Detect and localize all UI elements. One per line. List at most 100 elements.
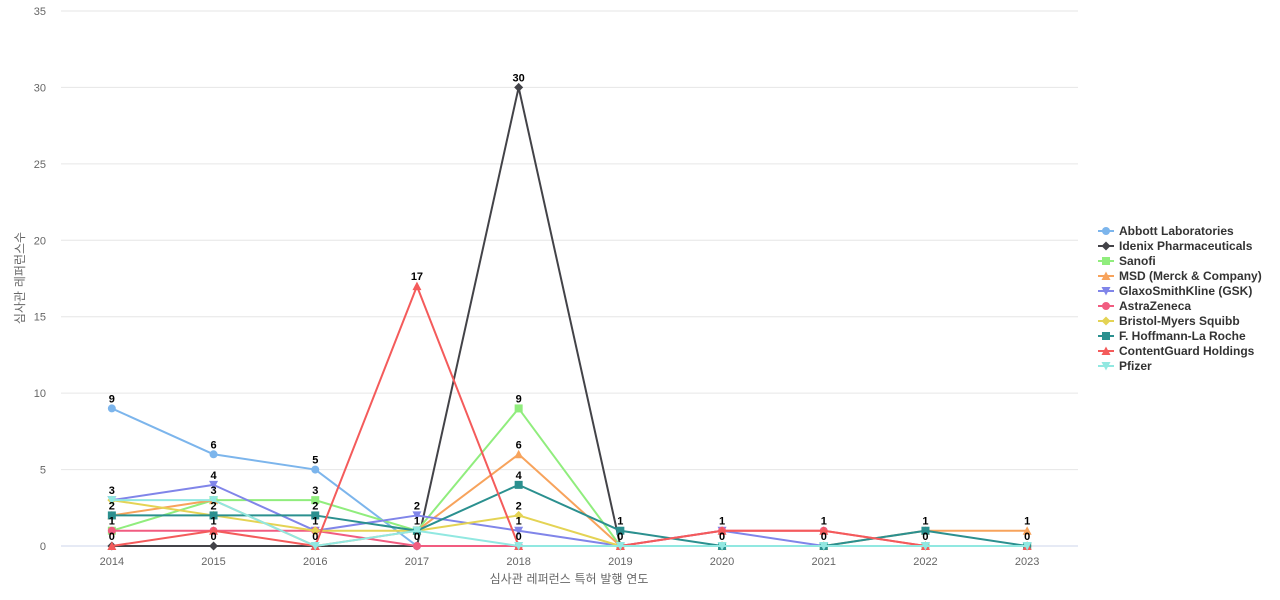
data-label: 2 <box>516 500 522 512</box>
legend-marker <box>1102 332 1110 340</box>
point-pfizer <box>920 542 930 551</box>
series-contentguard-holdings <box>107 281 1032 550</box>
point-contentguard-holdings <box>412 281 422 291</box>
data-label: 1 <box>617 516 623 528</box>
series-pfizer <box>107 496 1032 551</box>
legend-label: Idenix Pharmaceuticals <box>1119 239 1253 253</box>
legend-label: Bristol-Myers Squibb <box>1119 314 1240 328</box>
series-sanofi <box>107 404 1032 550</box>
data-label: 2 <box>109 500 115 512</box>
point-pfizer <box>514 542 524 551</box>
legend-marker <box>1102 302 1110 310</box>
data-label: 0 <box>210 531 216 543</box>
data-label: 1 <box>719 516 725 528</box>
legend-label: Sanofi <box>1119 254 1156 268</box>
legend-item-idenix-pharmaceuticals[interactable]: Idenix Pharmaceuticals <box>1098 239 1253 253</box>
x-tick-label: 2020 <box>710 556 734 568</box>
point-abbott-laboratories <box>311 465 320 474</box>
data-label: 4 <box>210 470 217 482</box>
y-tick-label: 30 <box>34 82 46 94</box>
data-label: 0 <box>1024 531 1030 543</box>
x-tick-label: 2021 <box>812 556 836 568</box>
x-tick-label: 2022 <box>913 556 937 568</box>
data-label: 1 <box>210 516 216 528</box>
gridlines <box>61 10 1078 547</box>
data-label: 1 <box>922 516 928 528</box>
point-pfizer <box>412 526 422 536</box>
x-tick-label: 2017 <box>405 556 429 568</box>
point-idenix-pharmaceuticals <box>209 541 219 551</box>
legend-item-bristol-myers-squibb[interactable]: Bristol-Myers Squibb <box>1098 314 1240 328</box>
legend-item-msd-merck-company[interactable]: MSD (Merck & Company) <box>1098 269 1262 283</box>
x-tick-label: 2018 <box>506 556 530 568</box>
data-label: 0 <box>312 531 318 543</box>
data-label: 6 <box>210 439 216 451</box>
legend-label: MSD (Merck & Company) <box>1119 269 1262 283</box>
point-abbott-laboratories <box>209 450 218 459</box>
legend-label: GlaxoSmithKline (GSK) <box>1119 284 1252 298</box>
data-label: 9 <box>109 393 115 405</box>
series-bristol-myers-squibb <box>107 495 1032 551</box>
point-f-hoffmann-la-roche <box>311 511 320 520</box>
legend-label: F. Hoffmann-La Roche <box>1119 329 1246 343</box>
x-tick-label: 2015 <box>201 556 225 568</box>
legend-marker <box>1101 316 1111 326</box>
legend-label: AstraZeneca <box>1119 299 1191 313</box>
data-label: 5 <box>312 455 318 467</box>
data-label: 30 <box>513 72 525 84</box>
data-label: 3 <box>109 485 115 497</box>
legend-label: ContentGuard Holdings <box>1119 344 1255 358</box>
legend-item-sanofi[interactable]: Sanofi <box>1098 254 1156 268</box>
point-f-hoffmann-la-roche <box>616 526 625 535</box>
point-glaxosmithkline-gsk <box>514 526 524 536</box>
data-label: 0 <box>516 531 522 543</box>
point-pfizer <box>819 542 829 551</box>
y-tick-label: 10 <box>34 388 46 400</box>
y-tick-label: 5 <box>40 465 46 477</box>
series-line-pfizer <box>111 499 1028 547</box>
legend-item-f-hoffmann-la-roche[interactable]: F. Hoffmann-La Roche <box>1098 329 1246 343</box>
data-label: 3 <box>312 485 318 497</box>
data-label: 2 <box>312 500 318 512</box>
legend-item-astrazeneca[interactable]: AstraZeneca <box>1098 299 1191 313</box>
point-pfizer <box>107 496 117 505</box>
legend-item-contentguard-holdings[interactable]: ContentGuard Holdings <box>1098 344 1255 358</box>
point-contentguard-holdings <box>209 526 219 535</box>
point-f-hoffmann-la-roche <box>107 511 116 520</box>
x-tick-label: 2019 <box>608 556 632 568</box>
point-bristol-myers-squibb <box>310 526 320 536</box>
legend-marker <box>1101 287 1111 296</box>
y-axis-title: 심사관 레퍼런스수 <box>13 232 27 324</box>
legend-marker <box>1102 257 1110 265</box>
data-label: 9 <box>516 393 522 405</box>
legend-marker <box>1101 362 1111 371</box>
point-pfizer <box>310 542 320 551</box>
data-label: 1 <box>516 516 522 528</box>
point-pfizer <box>1022 542 1032 551</box>
legend-item-abbott-laboratories[interactable]: Abbott Laboratories <box>1098 224 1234 238</box>
legend-item-pfizer[interactable]: Pfizer <box>1098 359 1152 373</box>
data-label: 1 <box>109 516 115 528</box>
series-lines <box>107 82 1032 551</box>
data-label: 0 <box>821 531 827 543</box>
x-tick-label: 2016 <box>303 556 327 568</box>
data-label: 0 <box>719 531 725 543</box>
point-abbott-laboratories <box>107 404 116 413</box>
point-f-hoffmann-la-roche <box>514 480 523 489</box>
data-label: 0 <box>922 531 928 543</box>
data-label: 2 <box>210 500 216 512</box>
point-msd-merck-company <box>1022 526 1032 535</box>
y-tick-label: 0 <box>40 541 46 553</box>
legend-label: Abbott Laboratories <box>1119 224 1234 238</box>
point-astrazeneca <box>412 542 421 550</box>
point-idenix-pharmaceuticals <box>514 82 524 92</box>
point-glaxosmithkline-gsk <box>209 480 219 490</box>
series-line-sanofi <box>111 407 1028 547</box>
data-label: 0 <box>109 531 115 543</box>
x-axis-title: 심사관 레퍼런스 특허 발행 연도 <box>490 571 649 586</box>
data-labels: 0 1 2 3 9 0 1 2 3 4 6 0 1 2 3 5 0 1 2 17 0 1 2 4 6 9 30 0 1 0 1 0 1 0 1 0 1 <box>109 72 1030 543</box>
legend-label: Pfizer <box>1119 359 1152 373</box>
legend-item-glaxosmithkline-gsk[interactable]: GlaxoSmithKline (GSK) <box>1098 284 1252 298</box>
